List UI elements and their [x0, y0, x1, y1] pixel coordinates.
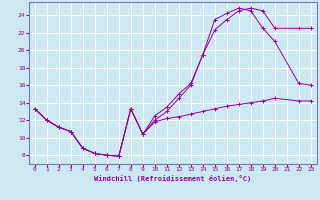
X-axis label: Windchill (Refroidissement éolien,°C): Windchill (Refroidissement éolien,°C)	[94, 175, 252, 182]
